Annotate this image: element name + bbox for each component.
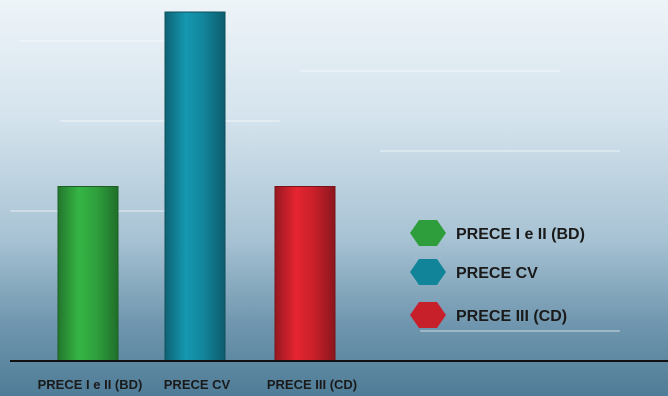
- x-tick-label: PRECE III (CD): [267, 377, 357, 392]
- legend-label: PRECE CV: [456, 265, 538, 282]
- bars-group: [57, 11, 336, 362]
- water-streak: [420, 330, 620, 332]
- x-tick-labels: PRECE I e II (BD) PRECE CV PRECE III (CD): [38, 377, 358, 392]
- water-streak: [380, 150, 620, 152]
- bar-1: [57, 186, 119, 362]
- legend: PRECE I e II (BD) PRECE CV PRECE III (CD): [410, 220, 585, 328]
- water-streak: [20, 40, 200, 42]
- bar-3: [274, 186, 336, 362]
- x-tick-label: PRECE I e II (BD): [38, 377, 143, 392]
- water-streak: [300, 70, 560, 72]
- legend-marker-hexagon: [410, 302, 446, 328]
- legend-marker-hexagon: [410, 259, 446, 285]
- legend-label: PRECE III (CD): [456, 308, 567, 325]
- legend-label: PRECE I e II (BD): [456, 226, 585, 243]
- bar-2: [164, 11, 226, 362]
- x-tick-label: PRECE CV: [164, 377, 231, 392]
- legend-marker-hexagon: [410, 220, 446, 246]
